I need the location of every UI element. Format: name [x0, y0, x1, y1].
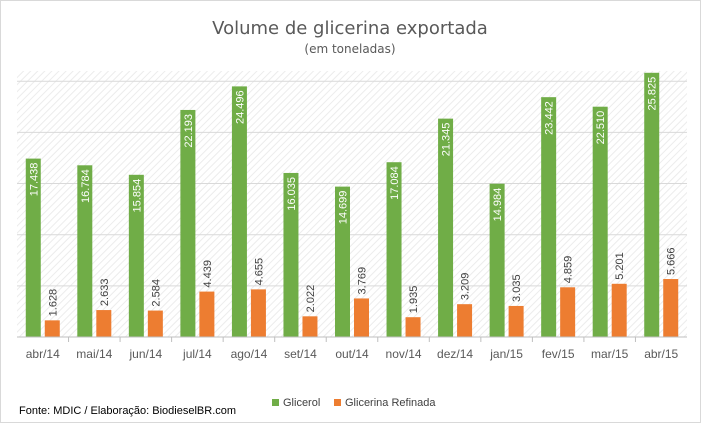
bar-glicerol	[489, 183, 505, 337]
data-label-glicerina-refinada: 3.209	[460, 273, 472, 301]
x-tick-label: mar/15	[591, 347, 629, 361]
bar-glicerol	[541, 97, 557, 337]
data-label-glicerina-refinada: 5.201	[614, 252, 626, 280]
bar-glicerol	[438, 118, 454, 337]
data-label-glicerina-refinada: 5.666	[666, 248, 678, 276]
bar-glicerina-refinada	[96, 310, 112, 337]
x-tick-label: mai/14	[76, 347, 112, 361]
bar-glicerina-refinada	[405, 317, 421, 337]
x-tick-label: nov/14	[386, 347, 422, 361]
data-label-glicerina-refinada: 2.022	[305, 285, 317, 313]
bar-glicerol	[25, 158, 41, 337]
bar-glicerina-refinada	[44, 320, 60, 337]
x-tick-label: abr/15	[644, 347, 678, 361]
bar-glicerina-refinada	[302, 316, 318, 337]
data-label-glicerina-refinada: 1.628	[47, 289, 59, 317]
bar-glicerina-refinada	[611, 283, 627, 337]
data-label-glicerol: 25.825	[647, 77, 659, 111]
data-label-glicerol: 17.438	[28, 163, 40, 197]
data-label-glicerina-refinada: 2.633	[99, 279, 111, 307]
data-label-glicerol: 23.442	[544, 101, 556, 135]
data-label-glicerina-refinada: 1.935	[408, 286, 420, 314]
data-label-glicerina-refinada: 2.584	[150, 279, 162, 307]
data-label-glicerol: 22.510	[595, 111, 607, 145]
source-note: Fonte: MDIC / Elaboração: BiodieselBR.co…	[19, 405, 236, 417]
legend-label-glicerina-refinada: Glicerina Refinada	[345, 397, 436, 409]
data-label-glicerina-refinada: 4.439	[202, 260, 214, 288]
data-label-glicerol: 14.699	[338, 191, 350, 225]
x-tick-label: ago/14	[231, 347, 268, 361]
chart-title: Volume de glicerina exportada	[212, 18, 488, 39]
x-tick-label: jun/14	[128, 347, 162, 361]
data-labels: 17.438 1.628 16.784 2.633 15.854 2.584 22.193 4…	[28, 77, 677, 317]
data-label-glicerol: 24.496	[234, 90, 246, 124]
legend: Glicerol Glicerina Refinada	[272, 397, 436, 409]
data-label-glicerol: 14.984	[492, 188, 504, 222]
data-label-glicerol: 16.035	[286, 177, 298, 211]
bar-glicerina-refinada	[663, 279, 679, 337]
chart-subtitle: (em toneladas)	[304, 42, 395, 56]
bar-glicerina-refinada	[508, 305, 524, 337]
x-tick-labels: abr/14 mai/14 jun/14 jul/14 ago/14 set/14 out/…	[26, 337, 679, 361]
bars	[25, 72, 679, 338]
bar-glicerol	[77, 165, 93, 337]
plot-area	[17, 71, 687, 337]
x-tick-label: jul/14	[182, 347, 212, 361]
bar-glicerol	[128, 174, 144, 337]
data-label-glicerina-refinada: 4.655	[253, 258, 265, 286]
x-tick-label: dez/14	[437, 347, 473, 361]
bar-glicerina-refinada	[560, 287, 576, 337]
bar-glicerol	[386, 162, 402, 337]
bar-glicerina-refinada	[199, 291, 215, 337]
x-tick-label: set/14	[284, 347, 317, 361]
legend-swatch-glicerol	[272, 399, 279, 406]
data-label-glicerina-refinada: 3.035	[511, 274, 523, 302]
x-tick-label: out/14	[335, 347, 369, 361]
bar-glicerol	[231, 86, 247, 337]
bar-glicerina-refinada	[457, 304, 473, 337]
legend-label-glicerol: Glicerol	[283, 397, 320, 409]
x-tick-label: fev/15	[542, 347, 575, 361]
data-label-glicerol: 21.345	[441, 123, 453, 157]
data-label-glicerol: 16.784	[80, 169, 92, 203]
bar-glicerol	[283, 172, 299, 337]
legend-swatch-glicerina-refinada	[334, 399, 341, 406]
x-tick-label: abr/14	[26, 347, 60, 361]
data-label-glicerol: 22.193	[183, 114, 195, 148]
bar-glicerina-refinada	[354, 298, 369, 337]
data-label-glicerina-refinada: 4.859	[563, 256, 575, 284]
bar-glicerol	[644, 72, 660, 338]
bar-glicerol	[592, 106, 608, 337]
bar-glicerol	[180, 109, 196, 337]
x-tick-label: jan/15	[489, 347, 523, 361]
data-label-glicerina-refinada: 3.769	[357, 267, 369, 295]
bar-glicerina-refinada	[147, 310, 163, 337]
bar-glicerina-refinada	[250, 289, 266, 337]
data-label-glicerol: 17.084	[389, 166, 401, 200]
data-label-glicerol: 15.854	[131, 179, 143, 213]
bar-glicerol	[335, 186, 350, 337]
